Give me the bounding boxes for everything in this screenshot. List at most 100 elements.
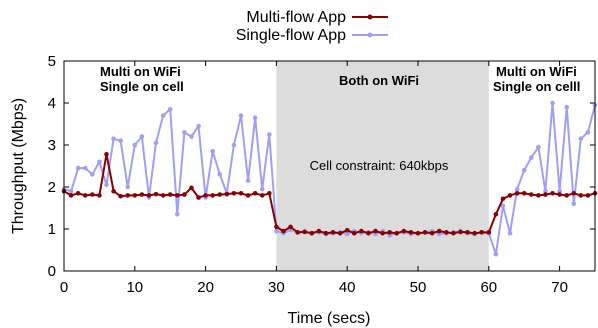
point-multi-1 [68,193,74,198]
point-single-25 [238,113,244,118]
point-multi-74 [585,193,591,198]
point-multi-70 [557,192,562,197]
annotation-left-line2: Single on cell [100,79,184,94]
point-multi-2 [75,191,81,196]
annotation-left-line1: Multi on WiFi [100,64,181,79]
annotation-middle: Both on WiFi [339,73,419,88]
point-multi-14 [160,193,166,198]
point-multi-15 [167,192,173,197]
point-single-27 [252,115,258,120]
point-single-4 [90,172,95,177]
point-multi-67 [536,193,541,198]
point-multi-44 [373,228,378,234]
x-axis-label: Time (secs) [288,310,371,327]
legend-marker-multi [367,14,373,20]
point-multi-18 [189,185,194,191]
point-multi-25 [238,191,244,196]
point-single-1 [68,188,74,194]
point-multi-3 [82,193,88,198]
point-multi-64 [514,191,520,196]
point-multi-26 [245,193,251,198]
point-single-6 [104,182,109,188]
x-tick-label-40: 40 [339,279,356,296]
x-tick-label-50: 50 [410,279,427,296]
point-multi-69 [550,191,555,196]
point-single-68 [543,188,548,194]
point-single-15 [167,107,173,112]
point-single-22 [217,172,223,177]
point-multi-34 [302,229,308,235]
point-multi-48 [401,228,407,234]
point-multi-66 [528,192,534,197]
point-single-69 [550,100,555,106]
x-tick-label-30: 30 [268,279,285,296]
axis-ticks: 0 10 20 30 40 50 60 70 0 1 2 3 4 5 [48,53,595,296]
point-multi-56 [458,229,463,235]
point-multi-8 [118,193,123,199]
point-multi-40 [344,227,350,233]
point-multi-7 [111,188,116,194]
point-multi-39 [337,230,343,236]
point-single-28 [259,186,265,192]
point-single-8 [118,138,123,144]
point-multi-28 [259,193,265,198]
legend-label-single: Single-flow App [236,27,346,44]
point-multi-72 [571,191,577,196]
point-multi-38 [330,230,336,235]
point-multi-27 [252,191,258,196]
point-multi-10 [132,193,138,198]
point-single-64 [514,186,520,192]
plot-frame [63,60,596,272]
point-multi-13 [153,191,159,197]
point-single-18 [189,134,194,139]
series-line-multi [63,153,596,235]
point-multi-19 [196,195,201,200]
y-tick-label-0: 0 [48,263,56,280]
point-multi-41 [351,230,357,236]
point-single-71 [564,104,569,110]
point-multi-46 [387,230,392,235]
y-axis-label: Throughput (Mbps) [10,98,27,234]
annotation-right-line1: Multi on WiFi [496,64,577,79]
point-single-3 [82,165,88,171]
point-multi-73 [578,193,584,198]
shaded-region [276,61,489,271]
series-layer [61,100,598,257]
point-multi-17 [182,192,187,197]
point-single-29 [267,132,272,137]
point-multi-47 [394,230,400,236]
point-single-67 [536,144,541,150]
point-multi-50 [415,230,421,236]
point-multi-59 [479,230,485,235]
point-multi-29 [267,191,272,196]
point-multi-6 [104,151,109,157]
y-tick-label-2: 2 [48,179,56,196]
point-single-65 [521,167,527,173]
annotation-right-line2: Single on celll [493,79,580,94]
point-single-73 [578,136,584,141]
point-single-26 [245,178,251,183]
point-multi-21 [210,193,215,198]
point-single-40 [344,231,350,237]
point-multi-31 [281,228,286,234]
point-multi-35 [309,230,315,236]
point-single-9 [125,184,131,190]
point-multi-24 [231,191,237,196]
point-multi-60 [486,230,492,235]
y-tick-label-4: 4 [48,95,56,112]
point-multi-54 [444,230,449,235]
point-multi-23 [224,191,230,197]
point-multi-71 [564,193,569,198]
point-single-19 [196,123,201,129]
point-multi-36 [316,228,322,234]
point-single-62 [500,203,506,209]
point-single-61 [493,251,499,257]
point-single-70 [557,188,562,194]
point-multi-30 [274,224,279,230]
x-tick-label-10: 10 [126,279,143,296]
point-multi-9 [125,193,131,198]
point-multi-37 [323,230,329,236]
point-multi-57 [465,230,470,235]
point-multi-45 [380,230,385,236]
